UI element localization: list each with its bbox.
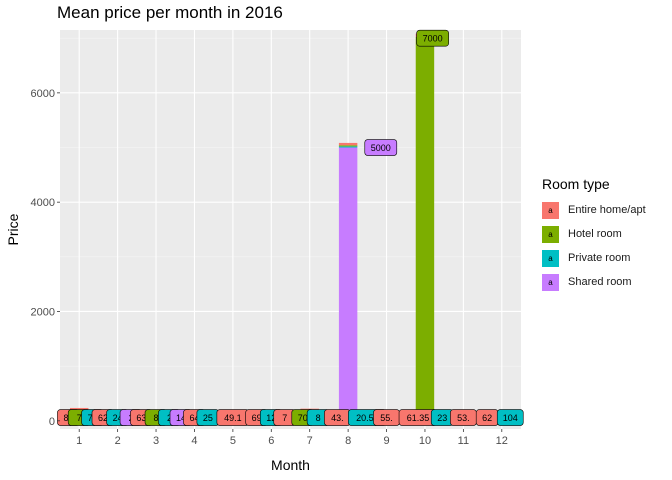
x-tick-label: 6 (268, 435, 274, 447)
data-label: 61.35 (407, 413, 430, 423)
x-tick-label: 11 (458, 435, 469, 447)
legend-item-entire-home: a Entire home/apt (542, 198, 646, 222)
data-label: 43. (331, 413, 344, 423)
bar (415, 36, 435, 420)
bar (338, 145, 358, 147)
legend-item-shared-room: a Shared room (542, 270, 646, 294)
legend-item-hotel-room: a Hotel room (542, 222, 646, 246)
legend-key-entire-home: a (542, 201, 559, 219)
data-label: 7000 (423, 34, 443, 44)
y-tick-label: 0 (49, 416, 55, 428)
legend-key-private-room: a (542, 249, 559, 267)
legend-label: Shared room (568, 276, 632, 288)
data-label: 70 (298, 413, 308, 423)
data-label: 25 (203, 413, 213, 423)
plot-panel (60, 30, 521, 429)
data-label: 23 (437, 413, 447, 423)
x-tick-label: 4 (191, 435, 197, 447)
bar (338, 142, 358, 146)
bar (338, 147, 358, 421)
y-axis-title: Price (5, 213, 21, 245)
x-tick-label: 10 (419, 435, 431, 447)
legend-title: Room type (542, 176, 610, 192)
data-label: 7 (77, 413, 82, 423)
y-tick-label: 6000 (31, 88, 55, 100)
x-tick-label: 12 (496, 435, 508, 447)
bar (338, 146, 358, 148)
data-label: 14 (176, 413, 186, 423)
data-label-box (364, 139, 398, 156)
data-label: 62 (98, 413, 108, 423)
x-tick-label: 5 (230, 435, 236, 447)
data-label: 12 (266, 413, 276, 423)
legend-key-hotel-room: a (542, 225, 559, 243)
data-label-box (416, 29, 449, 47)
x-axis-title: Month (271, 457, 310, 473)
x-tick-label: 8 (345, 435, 351, 447)
data-label: 5000 (371, 143, 391, 153)
x-tick-label: 1 (76, 435, 82, 447)
data-label: 2 (167, 413, 172, 423)
data-label: 49.1 (224, 413, 242, 423)
data-label: 63 (136, 413, 146, 423)
chart-title: Mean price per month in 2016 (57, 3, 283, 22)
data-label: 64 (189, 413, 199, 423)
legend-label: Hotel room (568, 228, 622, 240)
y-tick-label: 2000 (31, 306, 55, 318)
data-label: 8 (316, 413, 321, 423)
data-label: 55. (380, 413, 393, 423)
data-label: 20.58 (356, 413, 379, 423)
legend-label: Entire home/apt (568, 204, 646, 216)
x-tick-label: 9 (383, 435, 389, 447)
legend-key-shared-room: a (542, 273, 559, 291)
data-label: 69 (252, 413, 262, 423)
data-label: 62 (482, 413, 492, 423)
legend-item-private-room: a Private room (542, 246, 646, 270)
y-tick-label: 4000 (31, 197, 55, 209)
data-label: 24 (113, 413, 123, 423)
x-tick-label: 2 (115, 435, 121, 447)
data-label-box (496, 409, 524, 426)
legend-label: Private room (568, 252, 631, 264)
legend: Room type a Entire home/apt a Hotel room… (542, 176, 646, 294)
data-label: 104 (503, 413, 518, 423)
x-tick-label: 7 (307, 435, 313, 447)
x-tick-label: 3 (153, 435, 159, 447)
data-label: 53. (457, 413, 470, 423)
data-label: 8 (154, 413, 159, 423)
data-label: 7 (282, 413, 287, 423)
